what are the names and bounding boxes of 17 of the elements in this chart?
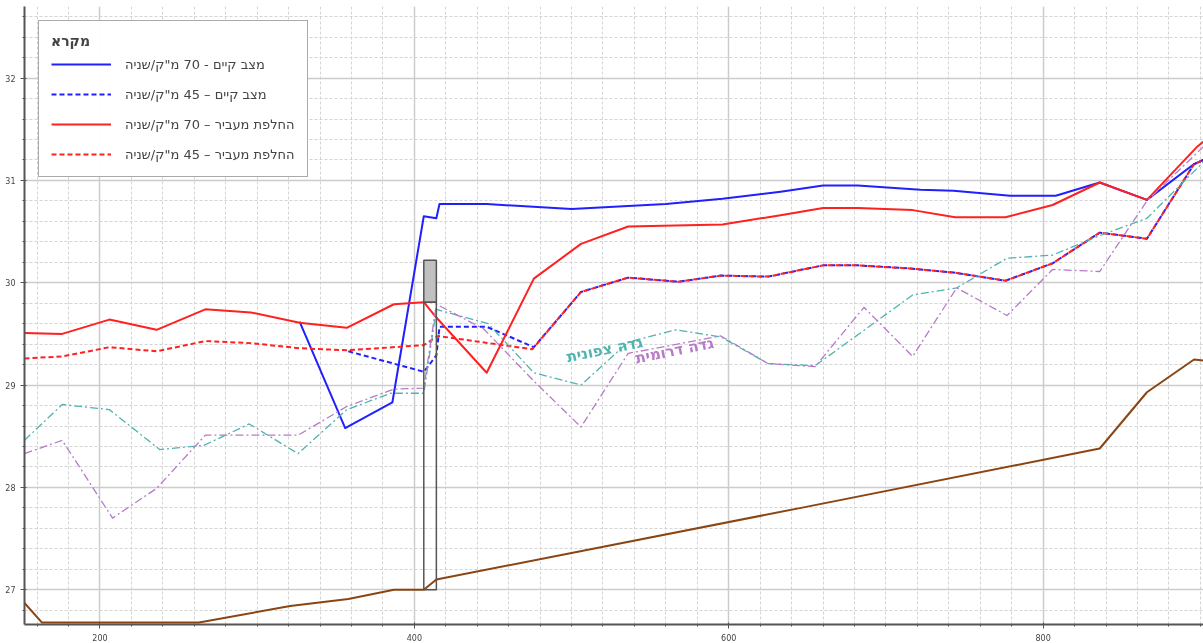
legend-label: מצב קיים - 70 מ"ק/שניה <box>125 56 265 72</box>
y-tick-label: 32 <box>5 74 16 84</box>
legend-label: מצב קיים – 45 מ"ק/שניה <box>125 86 267 102</box>
y-tick-label: 28 <box>5 483 16 493</box>
x-tick-label: 800 <box>1035 633 1051 643</box>
x-tick-label: 400 <box>406 633 422 643</box>
line-series <box>24 146 1203 519</box>
y-tick-label: 29 <box>5 381 16 391</box>
legend-label: החלפת מעביר – 70 מ"ק/שניה <box>125 116 295 132</box>
y-tick-label: 31 <box>5 176 16 186</box>
x-tick-label: 600 <box>721 633 737 643</box>
y-tick-label: 30 <box>5 279 16 289</box>
x-tick-label: 200 <box>92 633 108 643</box>
legend-title: מקרא <box>51 33 92 49</box>
y-tick-label: 27 <box>5 586 16 596</box>
legend-label: החלפת מעביר – 45 מ"ק/שניה <box>125 146 295 162</box>
line-series <box>24 161 1203 455</box>
